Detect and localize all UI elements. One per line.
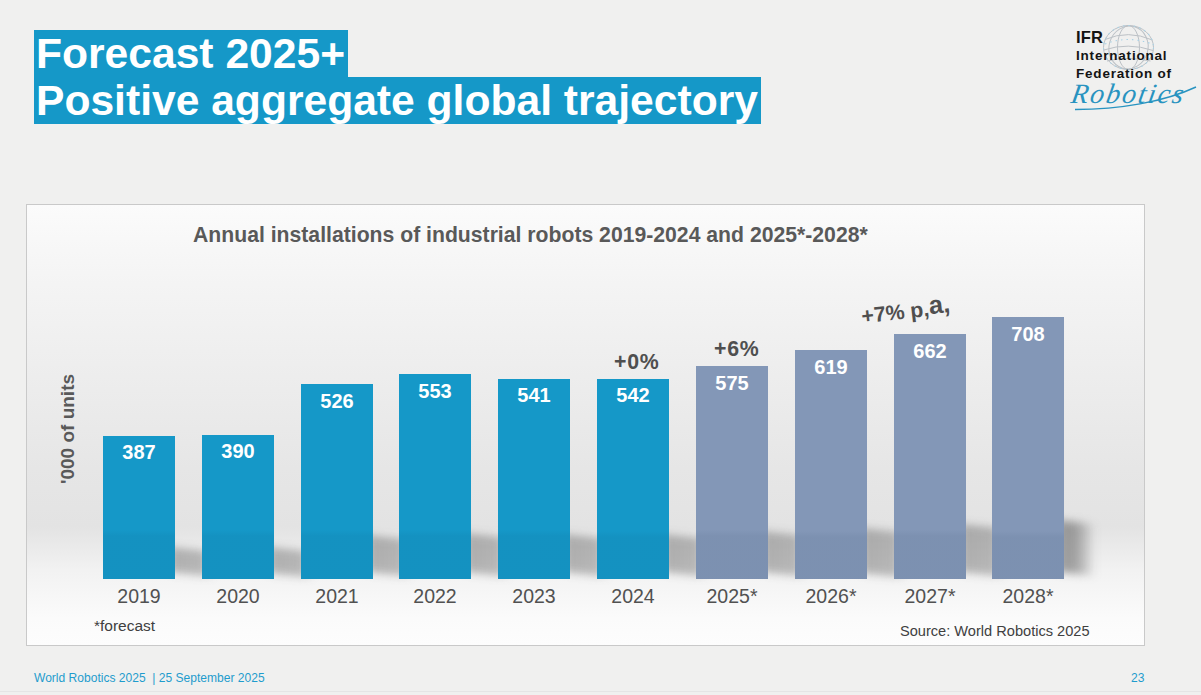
svg-text:Robotics: Robotics bbox=[1069, 80, 1186, 109]
